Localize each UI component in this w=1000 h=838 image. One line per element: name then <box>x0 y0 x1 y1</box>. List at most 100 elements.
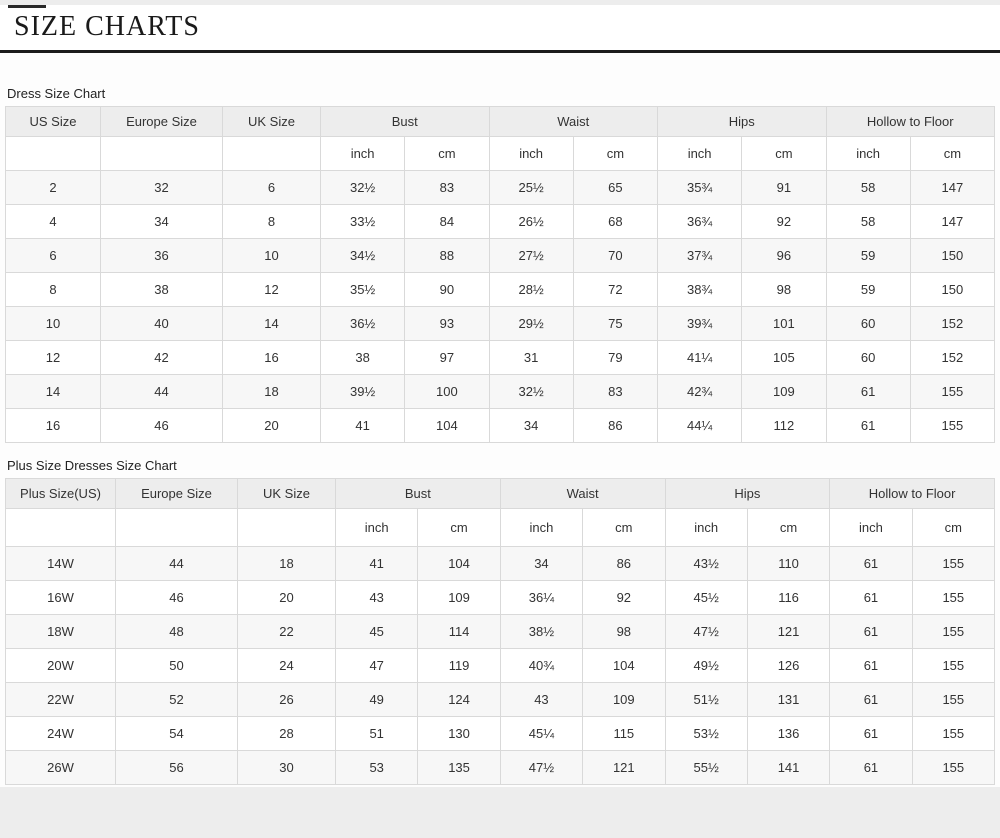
page-title: SIZE CHARTS <box>14 11 200 42</box>
measurement-cell: 79 <box>572 340 659 375</box>
measurement-cell: 49 <box>334 682 419 717</box>
measurement-cell: 91 <box>741 170 827 205</box>
size-cell: 2 <box>5 170 101 205</box>
measurement-cell: 46 <box>115 580 238 615</box>
measurement-cell: 44 <box>100 374 223 409</box>
measurement-cell: 41¼ <box>656 340 743 375</box>
measurement-cell: 31 <box>488 340 574 375</box>
measurement-cell: 104 <box>417 546 501 581</box>
column-header: UK Size <box>222 106 321 137</box>
measurement-cell: 92 <box>582 580 666 615</box>
column-header: Bust <box>320 106 490 137</box>
measurement-cell: 152 <box>909 306 996 341</box>
measurement-cell: 37¾ <box>656 238 743 273</box>
table-row: 2 32 6 32½ 83 25½ 65 35¾ 91 58 147 <box>5 170 996 205</box>
measurement-cell: 53½ <box>664 716 748 751</box>
measurement-cell: 130 <box>417 716 501 751</box>
measurement-cell: 98 <box>582 614 666 649</box>
column-header: Bust <box>335 478 501 509</box>
table-row: 6 36 10 34½ 88 27½ 70 37¾ 96 59 150 <box>5 238 996 273</box>
empty-unit-cell <box>5 136 101 171</box>
measurement-cell: 98 <box>741 272 827 307</box>
size-cell: 14 <box>5 374 101 409</box>
measurement-cell: 70 <box>572 238 659 273</box>
measurement-cell: 34½ <box>319 238 406 273</box>
unit-header: inch <box>334 508 419 547</box>
measurement-cell: 86 <box>582 546 666 581</box>
measurement-cell: 109 <box>582 682 666 717</box>
measurement-cell: 36¾ <box>656 204 743 239</box>
measurement-cell: 97 <box>404 340 490 375</box>
measurement-cell: 20 <box>237 580 336 615</box>
content: Dress Size Chart US Size Europe Size UK Si… <box>0 53 1000 785</box>
size-cell: 6 <box>5 238 101 273</box>
size-cell: 24W <box>5 716 116 751</box>
measurement-cell: 55½ <box>664 750 748 785</box>
measurement-cell: 92 <box>741 204 827 239</box>
column-header: Hips <box>664 478 831 509</box>
table-header-row: US Size Europe Size UK Size Bust Waist Hips Ho… <box>5 106 995 137</box>
measurement-cell: 43 <box>334 580 419 615</box>
measurement-cell: 75 <box>572 306 659 341</box>
measurement-cell: 150 <box>909 238 996 273</box>
unit-header: inch <box>656 136 743 171</box>
measurement-cell: 131 <box>746 682 831 717</box>
column-header: Waist <box>499 478 666 509</box>
measurement-cell: 51 <box>334 716 419 751</box>
measurement-cell: 36¼ <box>499 580 584 615</box>
column-header: Plus Size(US) <box>5 478 116 509</box>
measurement-cell: 100 <box>404 374 490 409</box>
measurement-cell: 155 <box>911 546 996 581</box>
measurement-cell: 54 <box>115 716 238 751</box>
measurement-cell: 6 <box>222 170 321 205</box>
measurement-cell: 104 <box>404 408 490 443</box>
measurement-cell: 68 <box>572 204 659 239</box>
measurement-cell: 22 <box>237 614 336 649</box>
measurement-cell: 61 <box>829 614 913 649</box>
unit-header: cm <box>909 136 996 171</box>
measurement-cell: 34 <box>488 408 574 443</box>
measurement-cell: 12 <box>222 272 321 307</box>
empty-unit-cell <box>237 508 336 547</box>
measurement-cell: 59 <box>825 272 911 307</box>
measurement-cell: 8 <box>222 204 321 239</box>
size-cell: 16 <box>5 408 101 443</box>
unit-header: cm <box>404 136 490 171</box>
measurement-cell: 47½ <box>499 750 584 785</box>
measurement-cell: 90 <box>404 272 490 307</box>
measurement-cell: 124 <box>417 682 501 717</box>
measurement-cell: 61 <box>829 716 913 751</box>
size-cell: 4 <box>5 204 101 239</box>
measurement-cell: 20 <box>222 408 321 443</box>
empty-unit-cell <box>115 508 238 547</box>
measurement-cell: 33½ <box>319 204 406 239</box>
column-header: Europe Size <box>100 106 223 137</box>
size-cell: 18W <box>5 614 116 649</box>
measurement-cell: 155 <box>911 682 996 717</box>
measurement-cell: 105 <box>741 340 827 375</box>
unit-header: inch <box>825 136 911 171</box>
table-row: 8 38 12 35½ 90 28½ 72 38¾ 98 59 150 <box>5 272 996 307</box>
measurement-cell: 52 <box>115 682 238 717</box>
table-header-row: Plus Size(US) Europe Size UK Size Bust Waist… <box>5 478 995 509</box>
measurement-cell: 58 <box>825 204 911 239</box>
measurement-cell: 10 <box>222 238 321 273</box>
measurement-cell: 59 <box>825 238 911 273</box>
size-cell: 10 <box>5 306 101 341</box>
measurement-cell: 45 <box>334 614 419 649</box>
measurement-cell: 155 <box>911 648 996 683</box>
measurement-cell: 44 <box>115 546 238 581</box>
column-header: Hollow to Floor <box>825 106 995 137</box>
measurement-cell: 83 <box>404 170 490 205</box>
unit-header: inch <box>488 136 574 171</box>
measurement-cell: 60 <box>825 340 911 375</box>
measurement-cell: 40 <box>100 306 223 341</box>
empty-unit-cell <box>5 508 116 547</box>
measurement-cell: 93 <box>404 306 490 341</box>
measurement-cell: 58 <box>825 170 911 205</box>
measurement-cell: 110 <box>746 546 831 581</box>
measurement-cell: 16 <box>222 340 321 375</box>
measurement-cell: 155 <box>911 580 996 615</box>
measurement-cell: 61 <box>829 682 913 717</box>
measurement-cell: 18 <box>237 546 336 581</box>
